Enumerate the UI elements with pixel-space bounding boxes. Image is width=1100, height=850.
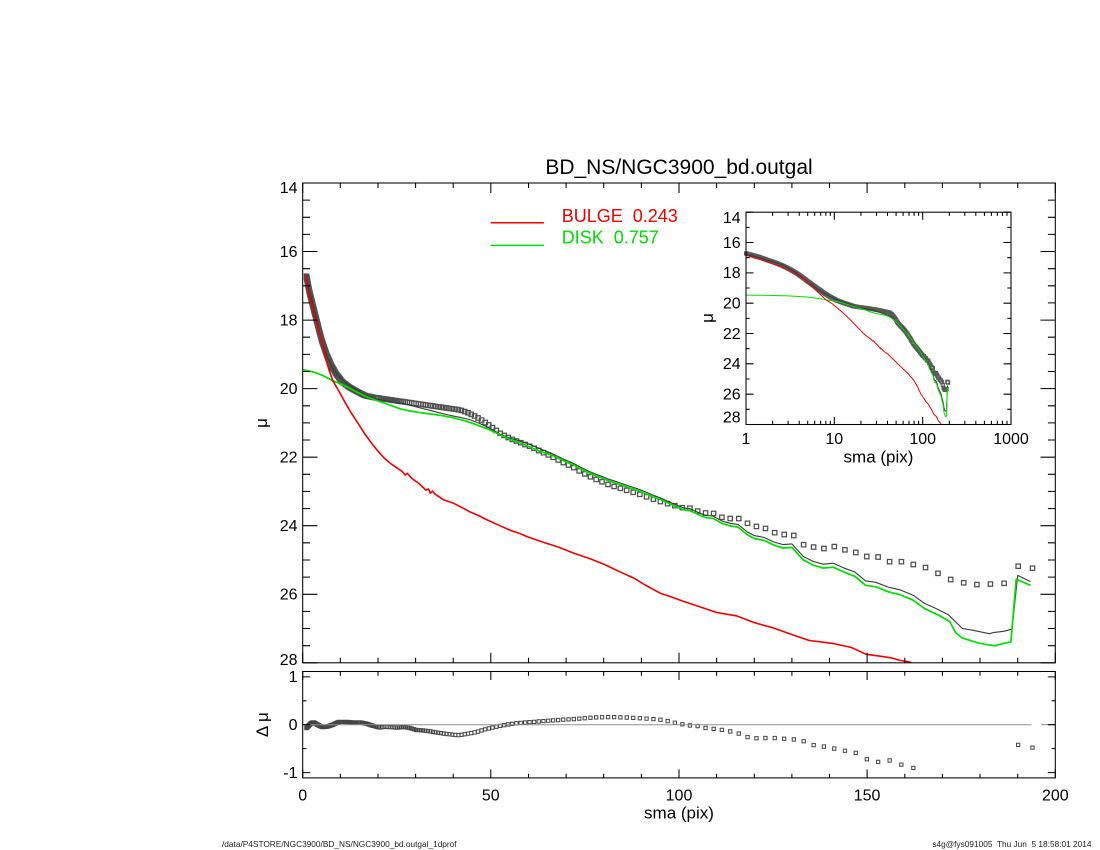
svg-text:20: 20 xyxy=(723,296,741,313)
svg-text:DISK 0.757: DISK 0.757 xyxy=(562,228,659,248)
svg-text:16: 16 xyxy=(280,244,298,261)
svg-text:14: 14 xyxy=(723,210,741,227)
svg-text:Δ μ: Δ μ xyxy=(253,712,272,737)
svg-text:200: 200 xyxy=(1042,787,1069,804)
svg-text:20: 20 xyxy=(280,381,298,398)
svg-text:50: 50 xyxy=(482,787,500,804)
svg-text:150: 150 xyxy=(854,787,881,804)
svg-text:1: 1 xyxy=(742,431,751,448)
svg-text:18: 18 xyxy=(723,265,741,282)
svg-text:10: 10 xyxy=(825,431,843,448)
svg-text:22: 22 xyxy=(280,450,298,467)
svg-text:sma (pix): sma (pix) xyxy=(644,804,714,823)
svg-text:28: 28 xyxy=(280,652,298,669)
svg-text:24: 24 xyxy=(280,518,298,535)
svg-text:0: 0 xyxy=(289,717,298,734)
svg-text:BULGE 0.243: BULGE 0.243 xyxy=(562,206,678,226)
svg-text:26: 26 xyxy=(723,387,741,404)
svg-text:100: 100 xyxy=(909,431,936,448)
svg-text:22: 22 xyxy=(723,326,741,343)
svg-text:100: 100 xyxy=(666,787,693,804)
svg-text:sma (pix): sma (pix) xyxy=(844,448,914,467)
svg-text:/data/P4STORE/NGC3900/BD_NS/NG: /data/P4STORE/NGC3900/BD_NS/NGC3900_bd.o… xyxy=(222,839,457,849)
svg-text:28: 28 xyxy=(723,410,741,427)
svg-text:1: 1 xyxy=(289,669,298,686)
svg-text:μ: μ xyxy=(698,313,717,323)
svg-text:μ: μ xyxy=(252,418,271,428)
svg-text:24: 24 xyxy=(723,356,741,373)
svg-text:0: 0 xyxy=(298,787,307,804)
svg-text:-1: -1 xyxy=(283,765,297,782)
svg-text:14: 14 xyxy=(280,180,298,197)
svg-text:26: 26 xyxy=(280,587,298,604)
svg-text:16: 16 xyxy=(723,235,741,252)
svg-text:BD_NS/NGC3900_bd.outgal: BD_NS/NGC3900_bd.outgal xyxy=(545,156,812,179)
svg-text:18: 18 xyxy=(280,312,298,329)
svg-text:s4g@fys091005 Thu Jun 5 18:5: s4g@fys091005 Thu Jun 5 18:58:01 2014 xyxy=(932,839,1092,849)
svg-text:1000: 1000 xyxy=(993,431,1029,448)
